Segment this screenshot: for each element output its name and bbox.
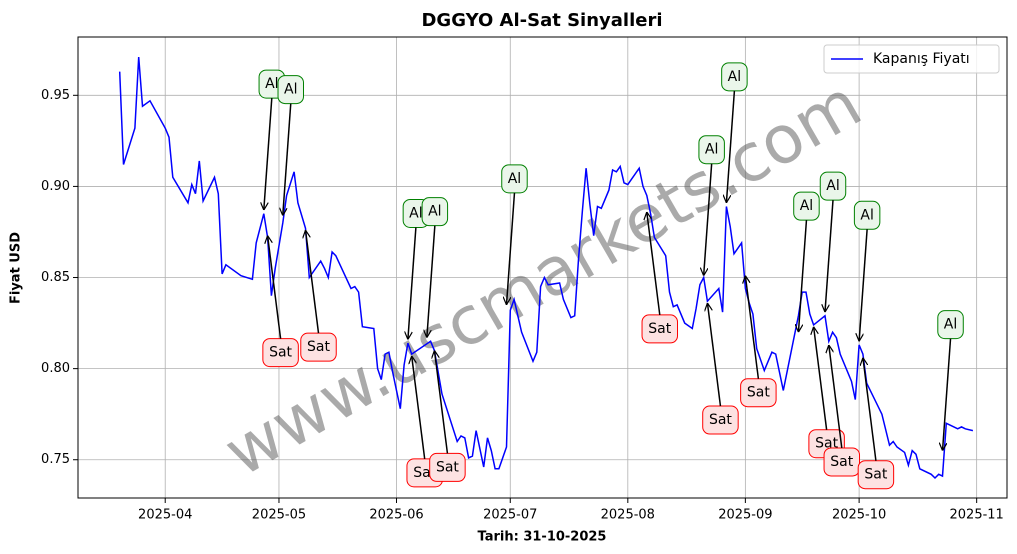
- signal-text: Al: [409, 205, 422, 221]
- signal-text: Al: [826, 178, 839, 194]
- signal-text: Al: [705, 142, 718, 158]
- x-axis-label: Tarih: 31-10-2025: [478, 530, 607, 545]
- signal-text: Al: [860, 207, 873, 223]
- signal-text: Sat: [709, 412, 732, 428]
- x-tick-label: 2025-10: [832, 508, 886, 523]
- signal-arrow: [863, 358, 877, 461]
- y-tick-label: 0.75: [41, 452, 70, 467]
- signal-arrow: [825, 200, 834, 312]
- signal-text: Sat: [830, 454, 853, 470]
- signal-text: Al: [265, 76, 278, 92]
- signal-text: Sat: [864, 467, 887, 483]
- x-tick-label: 2025-04: [138, 508, 192, 523]
- signal-text: Sat: [269, 345, 292, 361]
- price-line: [118, 56, 974, 480]
- signal-label: Sat: [857, 460, 895, 490]
- signal-arrow: [506, 192, 516, 305]
- signal-text: Al: [944, 317, 957, 333]
- signal-label: Sat: [429, 452, 466, 482]
- signal-arrow: [647, 212, 661, 316]
- signal-arrow: [859, 229, 868, 341]
- signal-arrow: [427, 225, 436, 338]
- signal-label: Al: [721, 62, 748, 92]
- signal-arrow: [408, 227, 417, 339]
- signal-arrow: [829, 345, 843, 449]
- y-axis-label: Fiyat USD: [9, 232, 24, 304]
- signal-label: Sat: [702, 405, 739, 435]
- signal-label: Al: [853, 200, 881, 230]
- signal-arrow: [412, 356, 426, 459]
- signal-label: Al: [793, 191, 820, 221]
- signal-text: Al: [800, 198, 813, 214]
- signal-text: Sat: [436, 459, 459, 475]
- y-tick-label: 0.85: [41, 270, 70, 285]
- signal-label: Al: [277, 75, 304, 105]
- signal-arrow: [283, 103, 292, 216]
- signal-label: Al: [819, 171, 847, 201]
- signal-arrow: [434, 350, 449, 454]
- signal-arrow: [268, 236, 282, 339]
- signal-arrow: [726, 90, 736, 203]
- signal-label: Sat: [641, 314, 679, 344]
- legend-label: Kapanış Fiyatı: [873, 51, 970, 67]
- signal-arrow: [814, 327, 828, 430]
- signal-label: Al: [421, 197, 449, 227]
- signal-text: Al: [284, 82, 297, 98]
- x-tick-label: 2025-11: [950, 508, 1004, 523]
- signal-arrow: [704, 163, 713, 276]
- x-tick-label: 2025-08: [601, 508, 655, 523]
- signal-label: Al: [698, 135, 725, 165]
- signal-text: Al: [508, 171, 521, 187]
- signal-text: Al: [428, 204, 441, 220]
- signal-label: Al: [501, 164, 528, 194]
- signal-arrow: [264, 98, 273, 210]
- signal-label: Sat: [300, 332, 337, 362]
- y-tick-label: 0.80: [41, 361, 70, 376]
- signal-arrow: [306, 230, 320, 334]
- signal-label: Sat: [262, 338, 299, 368]
- signal-text: Sat: [307, 339, 330, 355]
- signal-text: Sat: [747, 385, 770, 401]
- x-tick-label: 2025-06: [369, 508, 423, 523]
- chart-title: DGGYO Al-Sat Sinyalleri: [421, 10, 662, 31]
- signal-arrow: [943, 338, 952, 451]
- signal-arrow: [745, 276, 760, 379]
- y-tick-label: 0.95: [41, 88, 70, 103]
- x-tick-label: 2025-09: [718, 508, 772, 523]
- signal-label: Al: [937, 310, 964, 340]
- legend-box: [823, 44, 1000, 74]
- signal-box: [721, 62, 748, 92]
- y-tick-label: 0.90: [41, 179, 70, 194]
- signal-text: Sat: [648, 321, 671, 337]
- signal-arrow: [798, 220, 808, 332]
- signal-text: Al: [728, 69, 741, 85]
- signal-label: Sat: [740, 378, 777, 408]
- x-tick-label: 2025-05: [252, 508, 306, 523]
- signal-arrow: [707, 303, 722, 407]
- plot-frame: [77, 36, 1008, 499]
- signal-label: Sat: [823, 447, 861, 477]
- x-tick-label: 2025-07: [483, 508, 537, 523]
